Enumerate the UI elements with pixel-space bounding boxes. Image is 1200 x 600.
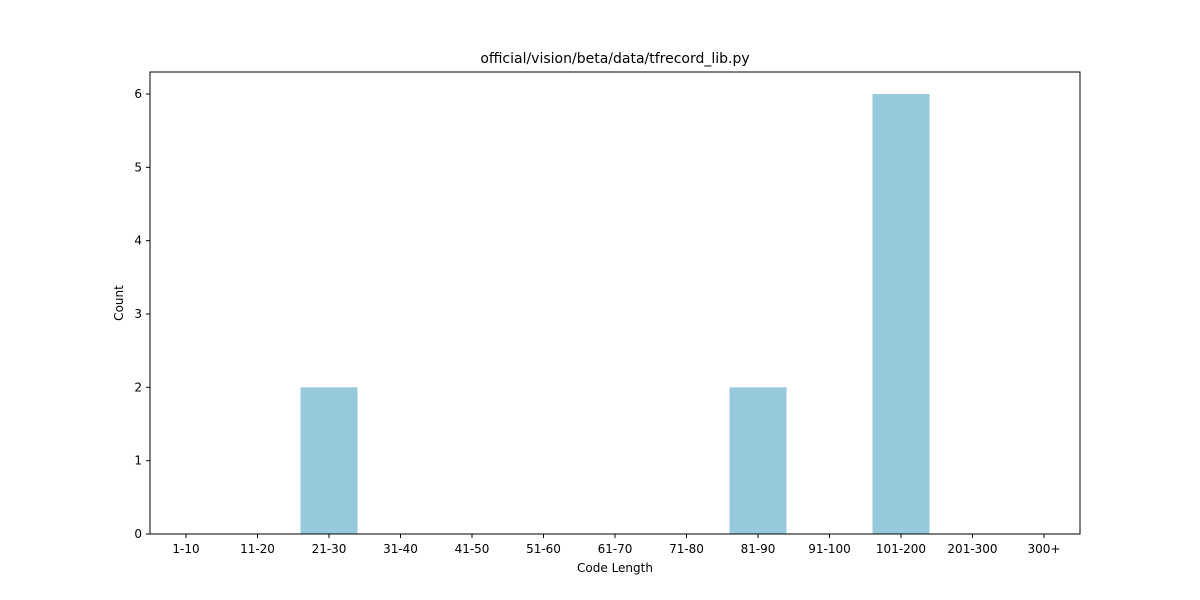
y-tick-label: 6 — [134, 87, 142, 101]
x-tick-label: 21-30 — [312, 542, 347, 556]
plot-frame — [149, 71, 1081, 535]
x-tick-label: 71-80 — [669, 542, 704, 556]
x-tick-label: 101-200 — [876, 542, 926, 556]
x-tick-label: 31-40 — [383, 542, 418, 556]
chart-title: official/vision/beta/data/tfrecord_lib.p… — [480, 51, 749, 67]
y-axis-ticks: 0 1 2 3 4 5 6 — [134, 87, 150, 541]
y-axis-label: Count — [112, 285, 126, 321]
y-tick-label: 3 — [134, 307, 142, 321]
x-tick-label: 11-20 — [240, 542, 275, 556]
bar-81-90 — [729, 387, 787, 534]
y-tick-label: 0 — [134, 527, 142, 541]
x-axis-label: Code Length — [577, 561, 653, 575]
x-tick-label: 81-90 — [741, 542, 776, 556]
y-tick-label: 5 — [134, 160, 142, 174]
x-tick-label: 61-70 — [598, 542, 633, 556]
x-tick-label: 300+ — [1028, 542, 1061, 556]
bar-21-30 — [300, 387, 358, 534]
y-tick-label: 2 — [134, 380, 142, 394]
y-tick-label: 1 — [134, 454, 142, 468]
bars-group — [300, 94, 930, 534]
x-tick-label: 91-100 — [808, 542, 851, 556]
x-axis-ticks: 1-10 11-20 21-30 31-40 41-50 51-60 61-70 71-80 8… — [172, 534, 1060, 556]
x-tick-label: 1-10 — [172, 542, 199, 556]
bar-101-200 — [872, 94, 930, 534]
x-tick-label: 201-300 — [947, 542, 997, 556]
y-tick-label: 4 — [134, 234, 142, 248]
x-tick-label: 51-60 — [526, 542, 561, 556]
x-tick-label: 41-50 — [455, 542, 490, 556]
